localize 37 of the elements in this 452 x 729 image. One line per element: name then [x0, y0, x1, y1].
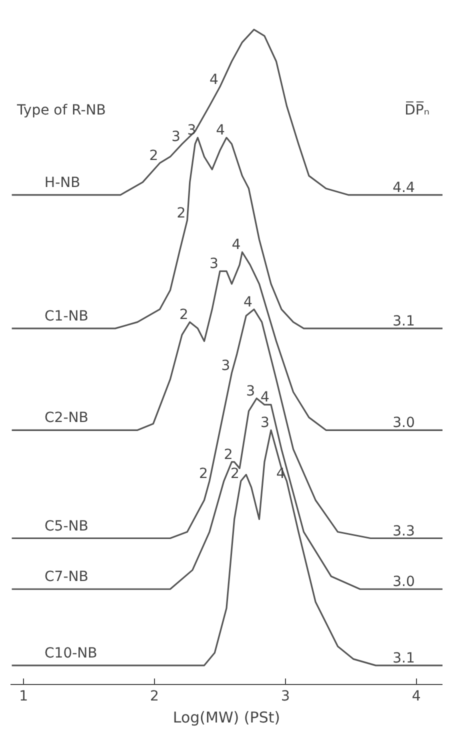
annotation: 3.0: [392, 415, 415, 432]
annotation: 3: [246, 383, 256, 400]
annotation: 3.0: [392, 574, 415, 590]
series-label: C10-NB: [44, 645, 98, 662]
series-label: C7-NB: [44, 569, 88, 586]
annotation: 3: [172, 129, 180, 146]
annotation: 4.4: [392, 180, 415, 196]
annotation: 2: [199, 466, 208, 482]
annotation: 2: [176, 205, 186, 222]
annotation: 3: [221, 358, 230, 374]
annotation: 2: [149, 148, 158, 164]
legend-title: Type of R-NB: [16, 102, 106, 119]
series-label: H-NB: [44, 174, 80, 191]
annotation: 4: [216, 122, 226, 139]
annotation: 4: [244, 294, 253, 310]
annotation: D̅P̅ₙ: [404, 101, 430, 119]
annotation: 2: [224, 446, 233, 463]
annotation: 4: [232, 237, 241, 254]
annotation: 3.1: [392, 650, 415, 666]
annotation: 3.3: [392, 523, 415, 540]
annotation: 4: [210, 72, 218, 88]
annotation: 3: [187, 122, 196, 139]
annotation: 2: [179, 307, 188, 324]
series-label: C5-NB: [44, 518, 88, 534]
annotation: 4: [276, 466, 286, 482]
annotation: 4: [260, 390, 270, 406]
annotation: 3: [210, 256, 218, 272]
x-tick-label: 2: [150, 688, 159, 704]
series-label: C2-NB: [44, 410, 88, 426]
x-tick-label: 1: [19, 688, 28, 704]
series-label: C1-NB: [44, 308, 88, 324]
annotation: 3.1: [392, 313, 415, 330]
x-tick-label: 3: [280, 688, 290, 704]
x-tick-label: 4: [412, 688, 421, 704]
annotation: 3: [260, 415, 270, 432]
x-axis-title: Log(MW) (PSt): [172, 708, 280, 726]
annotation: 2: [230, 466, 240, 482]
